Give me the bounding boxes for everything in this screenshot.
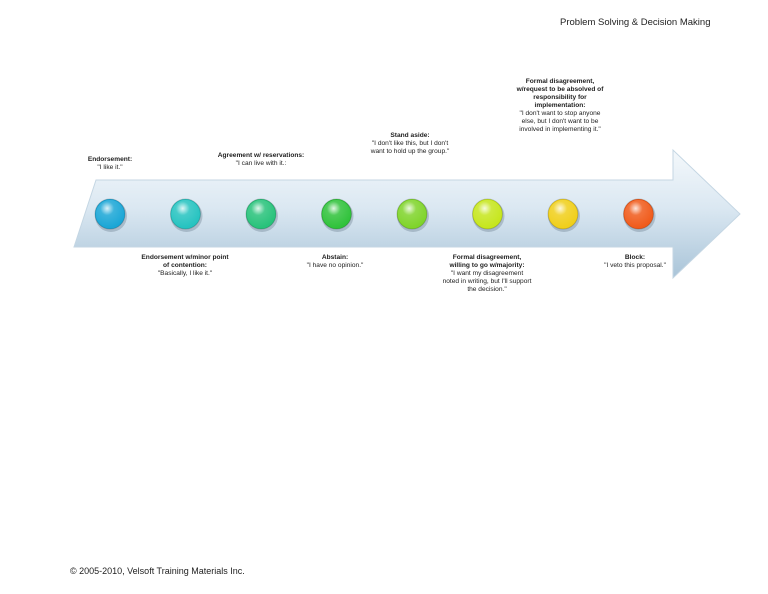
label-endorsement-minor-contention: Endorsement w/minor point of contention:… [140, 254, 230, 278]
stage-bubbles [94, 198, 656, 232]
stage-quote: "I veto this proposal." [604, 262, 666, 269]
stage-quote: "I have no opinion." [306, 262, 364, 269]
stage-bubble-3 [245, 198, 278, 232]
stage-bubble-4 [321, 198, 354, 232]
stage-title: Endorsement: [87, 156, 133, 163]
label-block: Block: "I veto this proposal." [590, 254, 680, 270]
copyright-footer: © 2005-2010, Velsoft Training Materials … [70, 566, 245, 576]
stage-title: Endorsement w/minor point of contention: [141, 254, 229, 269]
label-formal-disagreement-absolved: Formal disagreement, w/request to be abs… [515, 78, 605, 134]
label-abstain: Abstain: "I have no opinion." [290, 254, 380, 270]
stage-title: Agreement w/ reservations: [217, 152, 305, 159]
stage-title: Block: [624, 254, 646, 261]
stage-title: Stand aside: [390, 132, 430, 139]
stage-bubble-6 [472, 198, 505, 232]
stage-title: Abstain: [321, 254, 349, 261]
stage-quote: "Basically, I like it." [157, 270, 213, 277]
label-formal-disagreement-majority: Formal disagreement, willing to go w/maj… [442, 254, 532, 294]
stage-quote: "I want my disagreement noted in writing… [442, 270, 532, 293]
page-header-title: Problem Solving & Decision Making [560, 17, 711, 28]
stage-bubble-5 [396, 198, 429, 232]
stage-bubble-8 [623, 198, 656, 232]
label-stand-aside: Stand aside: "I don't like this, but I d… [365, 132, 455, 156]
stage-quote: "I like it." [97, 164, 123, 171]
stage-title: Formal disagreement, willing to go w/maj… [449, 254, 525, 269]
stage-quote: "I don't want to stop anyone else, but I… [519, 110, 601, 133]
stage-bubble-2 [170, 198, 203, 232]
stage-bubble-1 [94, 198, 127, 232]
label-endorsement: Endorsement: "I like it." [65, 156, 155, 172]
stage-title: Formal disagreement, w/request to be abs… [516, 78, 604, 109]
stage-quote: "I can live with it.: [235, 160, 287, 167]
stage-quote: "I don't like this, but I don't want to … [370, 140, 450, 155]
stage-bubble-7 [547, 198, 580, 232]
label-agreement-reservations: Agreement w/ reservations: "I can live w… [216, 152, 306, 168]
